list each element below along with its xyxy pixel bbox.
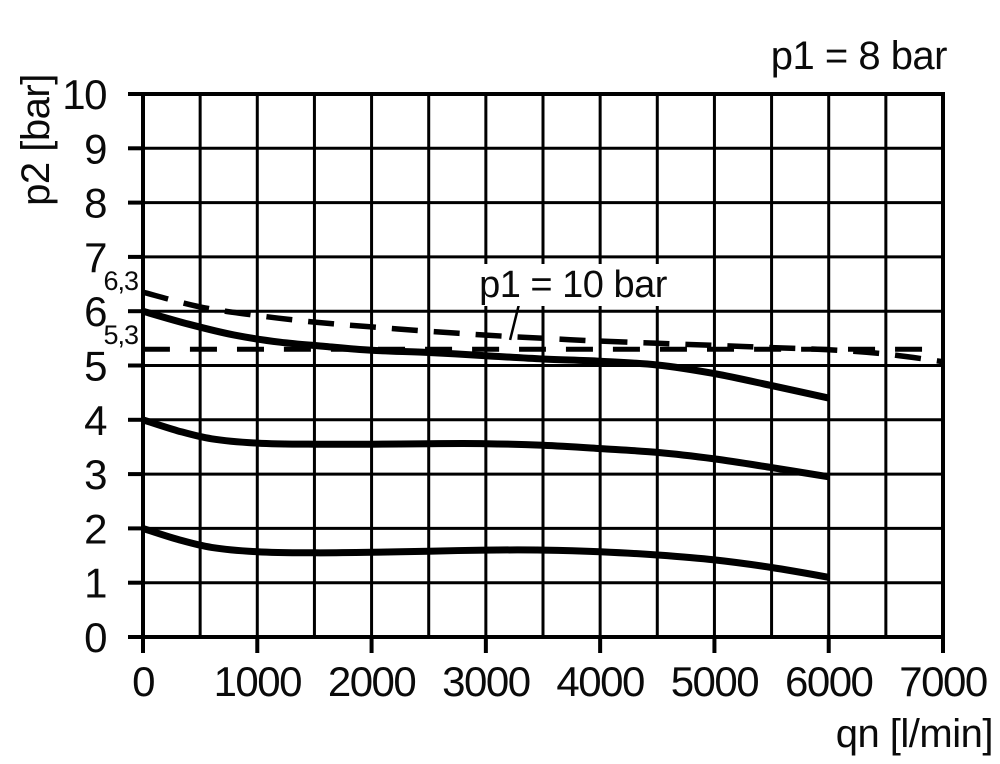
x-tick-label: 3000 [442, 658, 530, 705]
x-tick-label: 7000 [899, 658, 987, 705]
series-solid-set-2bar [141, 525, 830, 581]
x-tick-label: 2000 [328, 658, 416, 705]
y-tick-label: 3 [84, 451, 106, 498]
series-solid-set-6bar [142, 307, 830, 402]
x-tick-label: 0 [132, 658, 154, 705]
x-tick-label: 1000 [214, 658, 302, 705]
annotation-leader-line [508, 303, 521, 341]
y-tick-label: 7 [84, 234, 106, 281]
y-tick-label: 0 [84, 614, 106, 661]
x-tick-label: 5000 [671, 658, 759, 705]
annotation-p1-10bar-label: p1 = 10 bar [470, 264, 676, 306]
y-extra-label: 6,3 [103, 266, 138, 296]
y-axis-label: p2 [bar] [14, 74, 58, 206]
x-axis-label: qn [l/min] [835, 712, 994, 756]
series-solid-set-4bar [141, 416, 830, 481]
chart-title: p1 = 8 bar [770, 34, 948, 78]
y-tick-label: 9 [84, 125, 106, 172]
y-tick-label: 10 [62, 71, 106, 118]
y-tick-label: 5 [84, 343, 106, 390]
x-tick-label: 6000 [785, 658, 873, 705]
y-tick-label: 8 [84, 180, 106, 227]
y-extra-label: 5,3 [103, 320, 138, 350]
y-tick-label: 1 [84, 560, 106, 607]
x-tick-label: 4000 [556, 658, 644, 705]
y-tick-label: 6 [84, 288, 106, 335]
y-tick-label: 4 [84, 397, 107, 444]
y-tick-label: 2 [84, 505, 106, 552]
